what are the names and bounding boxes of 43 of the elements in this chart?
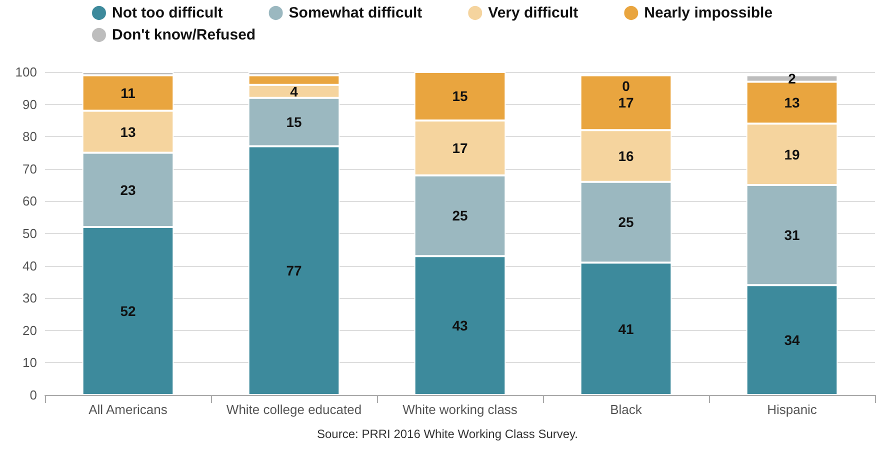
legend-label: Nearly impossible <box>644 4 773 22</box>
data-label: 25 <box>452 208 468 224</box>
legend-label: Don't know/Refused <box>112 26 256 44</box>
x-tick-label: All Americans <box>88 402 168 417</box>
y-tick-label: 50 <box>22 226 37 241</box>
source-note: Source: PRRI 2016 White Working Class Survey. <box>317 427 578 441</box>
x-tick-label: Hispanic <box>767 402 818 417</box>
legend-label: Very difficult <box>488 4 578 22</box>
data-label: 13 <box>120 124 136 140</box>
x-tick-label: White working class <box>402 402 518 417</box>
y-tick-label: 80 <box>22 129 37 144</box>
y-tick-label: 30 <box>22 290 37 306</box>
data-label: 23 <box>120 182 136 198</box>
data-label: 17 <box>618 94 634 111</box>
data-label: 16 <box>618 148 634 164</box>
y-tick-label: 40 <box>22 258 37 274</box>
y-tick-label: 90 <box>22 96 37 112</box>
x-tick-label: White college educated <box>226 402 362 417</box>
data-label: 52 <box>120 303 136 320</box>
y-tick-label: 10 <box>22 355 37 370</box>
data-label: 2 <box>788 70 796 86</box>
data-label: 34 <box>784 332 800 348</box>
y-tick-label: 60 <box>22 194 37 209</box>
data-label: 0 <box>622 78 630 94</box>
y-tick-label: 100 <box>15 64 37 80</box>
data-label: 43 <box>452 318 468 334</box>
data-label: 15 <box>286 114 302 130</box>
data-label: 4 <box>290 83 298 100</box>
data-label: 19 <box>784 146 800 162</box>
data-label: 41 <box>618 320 634 337</box>
y-tick-label: 0 <box>30 388 37 402</box>
data-label: 77 <box>286 262 302 279</box>
y-tick-label: 70 <box>22 161 37 176</box>
legend-label: Not too difficult <box>112 4 223 22</box>
legend-label: Somewhat difficult <box>288 4 422 22</box>
data-label: 15 <box>452 88 468 104</box>
data-label: 31 <box>784 227 800 244</box>
y-tick-label: 20 <box>22 322 37 338</box>
data-label: 17 <box>452 140 468 156</box>
data-label: 25 <box>618 214 634 230</box>
data-label: 11 <box>120 84 136 101</box>
data-label: 13 <box>784 94 800 111</box>
x-tick-label: Black <box>610 402 642 417</box>
